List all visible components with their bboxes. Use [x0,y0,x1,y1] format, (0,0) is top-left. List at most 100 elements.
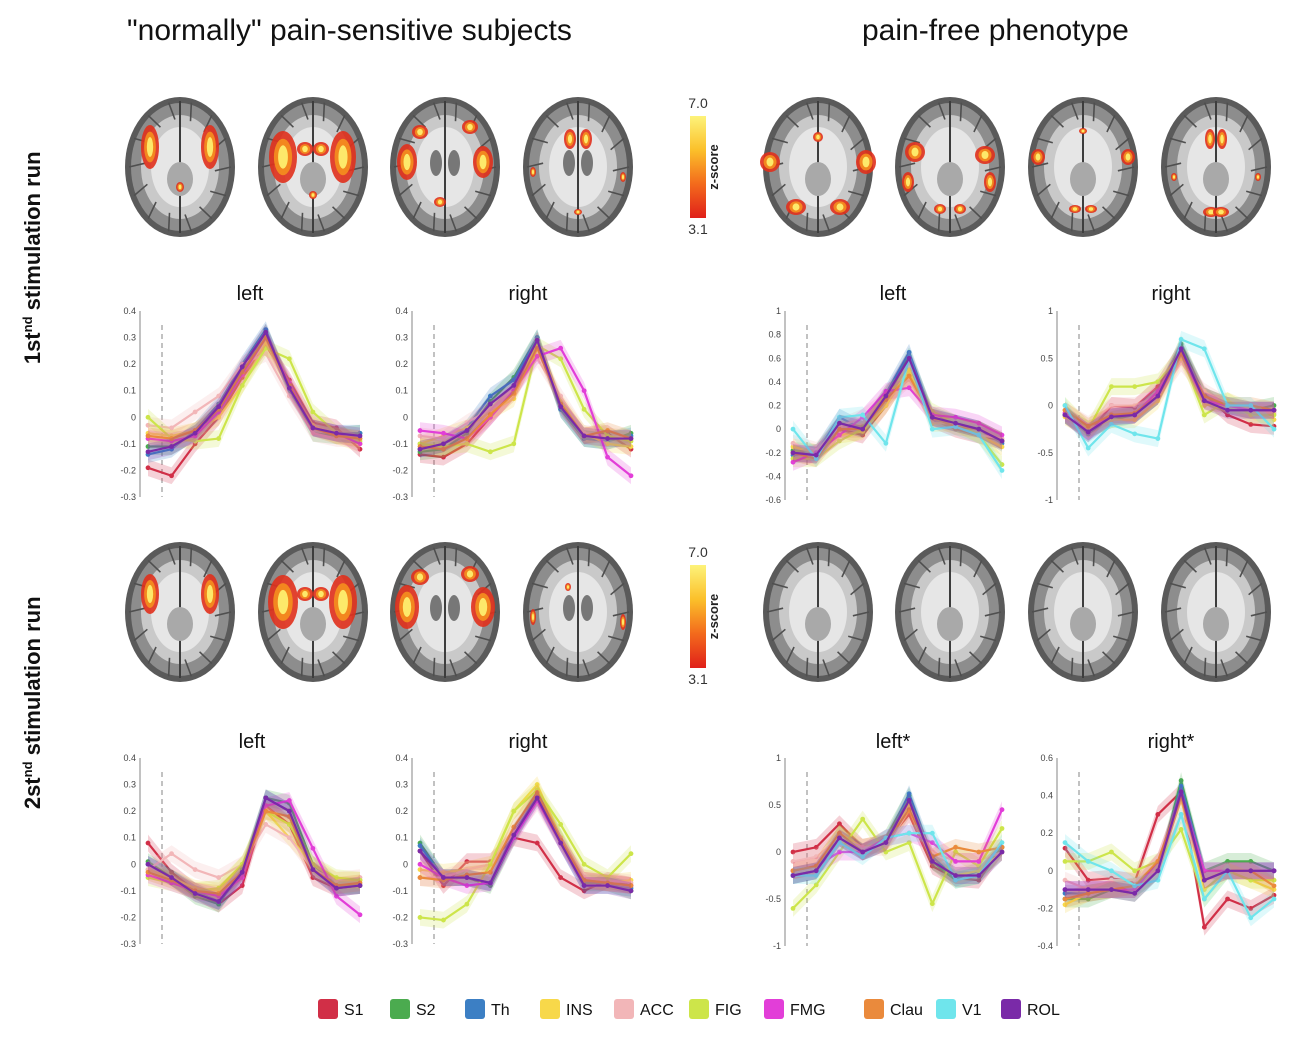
point-Th [487,393,493,399]
point-FIG [837,438,842,444]
point-FIG [1062,859,1068,864]
y-tick-label: -0.1 [120,886,136,896]
point-ROL [1062,887,1068,892]
line-V1 [1064,338,1275,450]
header-normally-pain-sensitive: "normally" pain-sensitive subjects [127,14,572,47]
point-ACC [216,875,222,880]
colorbar-max-label: 7.0 [688,95,708,111]
confidence-band-S1 [420,829,631,900]
chart-title: right [509,283,548,305]
point-INS [417,867,423,872]
point-ROL [860,849,866,855]
point-Th [906,791,912,797]
point-ROL [334,430,339,436]
point-ACC [286,835,292,841]
point-V1 [1201,896,1207,902]
point-V1 [1271,896,1277,902]
point-V1 [1085,859,1091,864]
y-tick-label: 0.1 [123,833,136,843]
colorbar-run1: 7.0 3.1 z-score [688,95,721,237]
point-V1 [1155,877,1161,883]
point-ACC [790,440,796,446]
point-FIG [511,808,517,814]
line-ROL [419,339,631,451]
y-tick-label: 0.4 [395,306,408,316]
point-S2 [1178,778,1184,783]
y-tick-label: 0.4 [395,753,408,763]
legend-item-Th: Th [465,999,510,1019]
point-Clau [216,891,222,896]
point-ROL [883,840,889,845]
legend-label: Th [491,1002,510,1019]
point-ROL [628,436,634,441]
point-INS [534,782,540,787]
brain-slice-run1-4 [523,97,633,237]
y-tick-label: 1 [776,753,781,763]
point-ROL [334,885,339,891]
point-ROL [1271,868,1277,874]
y-tick-label: 0.4 [768,377,781,387]
brain-slice-run1-3 [390,97,500,237]
chart-title: left [880,283,907,305]
y-tick-label: 0.4 [123,306,136,316]
point-S1 [1271,892,1277,898]
point-FIG [1109,849,1114,855]
point-ACC [464,867,470,872]
point-ROL [511,383,517,388]
legend-swatch [1001,999,1021,1019]
point-INS [999,444,1005,450]
point-ROL [417,446,423,452]
point-Clau [906,373,912,379]
point-ROL [357,433,363,439]
point-FMG [999,432,1005,438]
point-V1 [883,440,889,446]
line-chart-5: left 0.4 0.3 0.2 0.1 0 -0.1 -0.2 -0.3 [120,731,363,949]
point-FMG [558,345,564,351]
point-FMG [976,420,982,426]
point-ACC [790,859,796,864]
y-tick-label: 0.8 [768,330,781,340]
point-ROL [534,795,540,801]
point-FIG [581,406,587,412]
point-S1 [441,883,446,888]
y-tick-label: -0.1 [392,439,408,449]
confidence-band-ROL [420,789,631,900]
point-ROL [1085,429,1091,435]
line-chart-2: right 0.4 0.3 0.2 0.1 0 -0.1 -0.2 -0.3 [392,283,634,502]
point-S1 [929,863,935,869]
y-tick-label: -0.1 [392,886,408,896]
line-ROL [147,796,361,903]
point-ROL [310,867,316,872]
point-ROL [357,883,363,888]
point-FMG [441,430,446,436]
line-Clau [419,347,632,451]
point-ROL [906,355,912,361]
y-tick-label: 0.4 [123,753,136,763]
colorbar-run2: 7.0 3.1 z-score [688,544,721,687]
point-FIG [1248,412,1254,418]
point-FMG [929,840,935,845]
point-S2 [1271,403,1277,408]
point-V1 [1062,403,1068,408]
confidence-band-FMG [793,801,1002,880]
point-FIG [216,885,222,891]
series-ACC [145,345,363,447]
point-INS [790,444,796,450]
point-S1 [581,888,587,894]
point-S1 [1225,896,1230,902]
point-ROL [286,385,292,391]
point-ROL [169,875,174,880]
point-ACC [192,867,198,872]
chart-title: right* [1148,731,1195,753]
confidence-band-ROL [793,349,1002,464]
point-INS [1271,417,1277,423]
point-FIG [487,449,493,455]
line-ROL [147,331,361,453]
point-ACC [1132,403,1138,408]
point-FMG [357,441,363,447]
point-ROL [581,433,587,439]
point-ACC [216,393,222,399]
confidence-band-FMG [148,792,360,924]
y-tick-label: 0.2 [1040,828,1053,838]
point-ROL [883,393,889,399]
